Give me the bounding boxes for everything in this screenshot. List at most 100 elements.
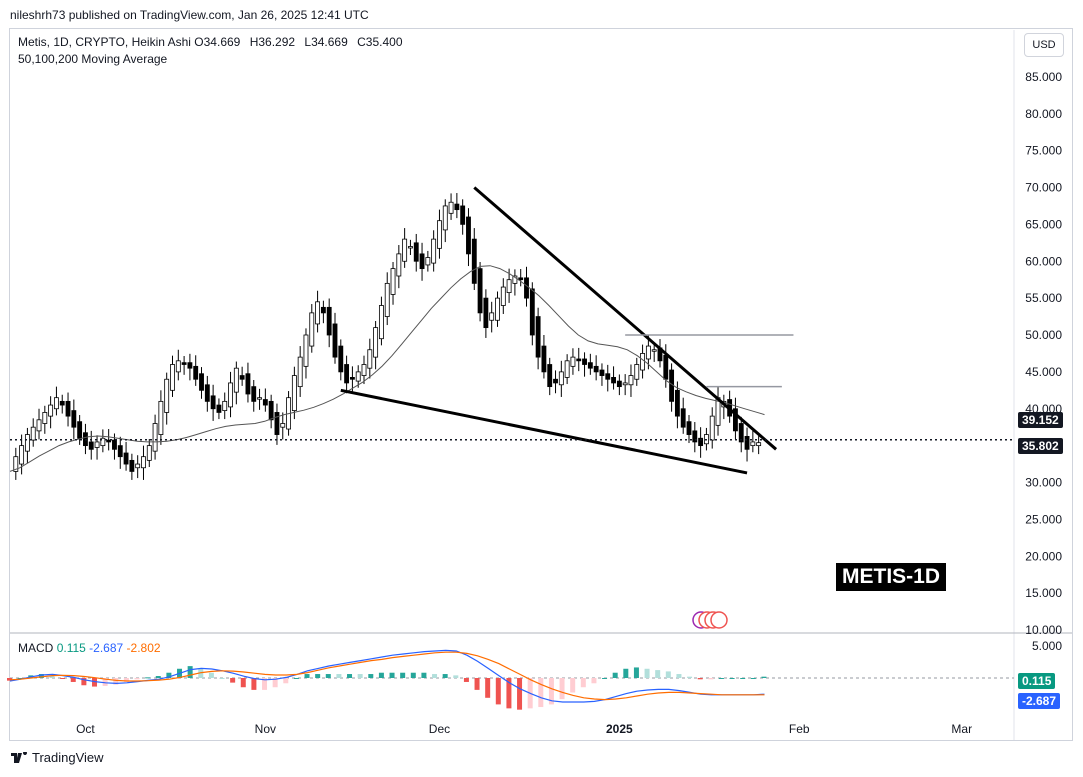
last-price-badge: 35.802 <box>1018 438 1063 454</box>
macd-histogram-bar <box>633 667 639 678</box>
macd-histogram-bar <box>187 666 193 678</box>
macd-histogram-bar <box>389 672 395 678</box>
macd-histogram-bar <box>49 675 55 678</box>
macd-histogram-bar <box>591 678 597 684</box>
macd-histogram-bar <box>145 677 151 679</box>
macd-histogram-bar <box>230 678 236 683</box>
candle-body <box>291 375 297 411</box>
candle-body <box>709 415 715 441</box>
candle-body <box>204 384 210 402</box>
price-tick-label: 30.000 <box>1025 476 1062 490</box>
candle-body <box>448 201 454 214</box>
candle-body <box>146 445 152 461</box>
macd-histogram-bar <box>283 678 289 684</box>
candle-body <box>344 364 350 384</box>
candle-body <box>59 400 65 406</box>
macd-histogram-bar <box>251 678 257 690</box>
time-axis: Oct Nov Dec 2025 Feb Mar <box>76 722 972 736</box>
candle-body <box>622 382 628 386</box>
macd-histogram-bar <box>198 668 204 678</box>
candle-body <box>692 430 698 443</box>
candle-body <box>593 365 599 373</box>
macd-histogram-bar <box>325 674 331 678</box>
wedge-lower-trendline <box>340 388 748 475</box>
macd-histogram-bar <box>123 678 129 682</box>
macd-histogram-bar <box>357 674 363 678</box>
tradingview-logo[interactable]: TradingView <box>10 750 104 765</box>
candle-body <box>547 364 553 388</box>
macd-histogram-bar <box>410 672 416 678</box>
macd-label: MACD <box>18 641 54 655</box>
candle-body <box>199 373 204 391</box>
macd-histogram-bar <box>240 678 246 688</box>
legend-symbol[interactable]: Metis, 1D, CRYPTO, Heikin Ashi <box>18 35 191 49</box>
brand-name: TradingView <box>32 750 104 765</box>
macd-histogram-bar <box>81 678 87 686</box>
macd-histogram-bar <box>262 678 268 690</box>
macd-legend[interactable]: MACD 0.115 -2.687 -2.802 <box>18 641 161 655</box>
macd-hist-badge: 0.115 <box>1018 673 1056 689</box>
macd-histogram-bar <box>17 678 23 679</box>
macd-histogram-bar <box>442 674 448 678</box>
price-tick-label: 75.000 <box>1025 144 1062 158</box>
candle-body <box>303 334 309 367</box>
candle-body <box>268 400 274 421</box>
candle-body <box>512 275 518 284</box>
macd-histogram-bar <box>421 672 427 678</box>
macd-line-badge: -2.687 <box>1018 693 1061 709</box>
macd-histogram-bar <box>368 674 374 678</box>
candle-body <box>53 397 59 410</box>
candle-body <box>24 434 30 452</box>
macd-histogram-bar <box>7 678 12 681</box>
candle-body <box>175 360 181 373</box>
candle-body <box>297 356 303 388</box>
candle-body <box>431 238 437 264</box>
macd-pane <box>7 649 1014 710</box>
price-tick-label: 15.000 <box>1025 586 1062 600</box>
macd-line <box>9 649 765 703</box>
candle-body <box>634 364 640 380</box>
candle-body <box>570 356 576 367</box>
legend-indicator[interactable]: 50,100,200 Moving Average <box>18 52 168 66</box>
time-tick-label: Dec <box>429 722 450 736</box>
candle-body <box>48 404 54 417</box>
candle-body <box>529 288 535 336</box>
macd-histogram-bar <box>315 674 321 678</box>
macd-histogram-bar <box>538 678 544 708</box>
candle-body <box>13 456 19 472</box>
macd-histogram-bar <box>272 678 278 688</box>
candle-body <box>576 358 582 362</box>
macd-axis-label: 5.000 <box>1032 639 1062 653</box>
macd-histogram-bar <box>60 678 66 679</box>
price-tick-label: 25.000 <box>1025 512 1062 526</box>
candle-body <box>262 399 268 406</box>
candle-body <box>744 436 750 450</box>
signal-line <box>9 651 765 701</box>
currency-button[interactable]: USD <box>1024 33 1064 57</box>
macd-histogram-bar <box>665 671 671 678</box>
candle-body <box>193 365 199 380</box>
candle-body <box>756 442 762 447</box>
macd-histogram-bar <box>219 678 225 679</box>
price-tick-label: 65.000 <box>1025 217 1062 231</box>
candle-body <box>187 362 193 369</box>
macd-hist-value: 0.115 <box>56 641 86 655</box>
macd-histogram-bar <box>304 674 310 678</box>
candle-body <box>553 378 558 384</box>
candle-body <box>611 377 616 384</box>
candle-body <box>390 268 396 295</box>
ma-price-badge: 39.152 <box>1018 412 1063 428</box>
candle-body <box>106 439 112 443</box>
macd-histogram-bar <box>378 672 384 678</box>
candle-body <box>338 345 344 373</box>
candle-body <box>117 445 123 458</box>
candle-body <box>408 246 413 249</box>
candle-body <box>326 306 332 336</box>
candle-body <box>71 410 77 428</box>
candle-body <box>396 253 402 277</box>
macd-histogram-bar <box>347 674 353 678</box>
candle-body <box>500 286 506 306</box>
macd-histogram-bar <box>102 678 108 686</box>
price-axis: 85.000 80.000 75.000 70.000 65.000 60.000 55.0… <box>1025 70 1062 637</box>
